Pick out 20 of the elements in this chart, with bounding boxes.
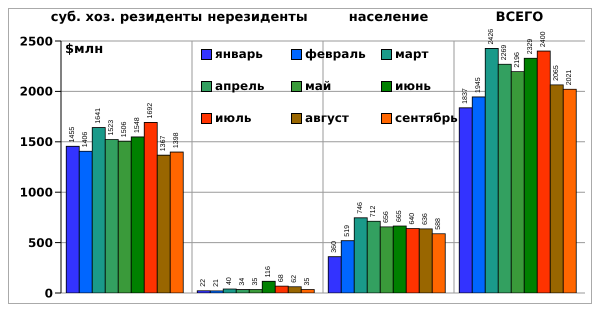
x-tick-label: население xyxy=(348,10,428,25)
x-tick-label: нерезиденты xyxy=(207,10,308,25)
y-tick-label: 500 xyxy=(28,236,53,250)
y-tick-label: 0 xyxy=(44,286,53,300)
legend-label: январь xyxy=(215,47,263,61)
legend-label: март xyxy=(395,47,428,61)
y-tick-label: 2500 xyxy=(20,34,53,48)
legend-label: июнь xyxy=(395,79,431,93)
legend-label: июль xyxy=(215,111,252,125)
legend-label: август xyxy=(305,111,349,125)
legend-label: апрель xyxy=(215,79,264,93)
legend-label: февраль xyxy=(305,47,366,61)
legend-label: сентябрь xyxy=(395,111,458,125)
y-axis-title: $млн xyxy=(65,42,104,57)
legend-label: май xyxy=(305,79,332,93)
y-tick-label: 2000 xyxy=(20,84,53,99)
x-tick-label: суб. хоз. резиденты xyxy=(50,10,202,25)
y-tick-label: 1000 xyxy=(20,185,53,200)
y-tick-label: 1500 xyxy=(20,135,53,150)
x-tick-label: ВСЕГО xyxy=(496,10,544,25)
